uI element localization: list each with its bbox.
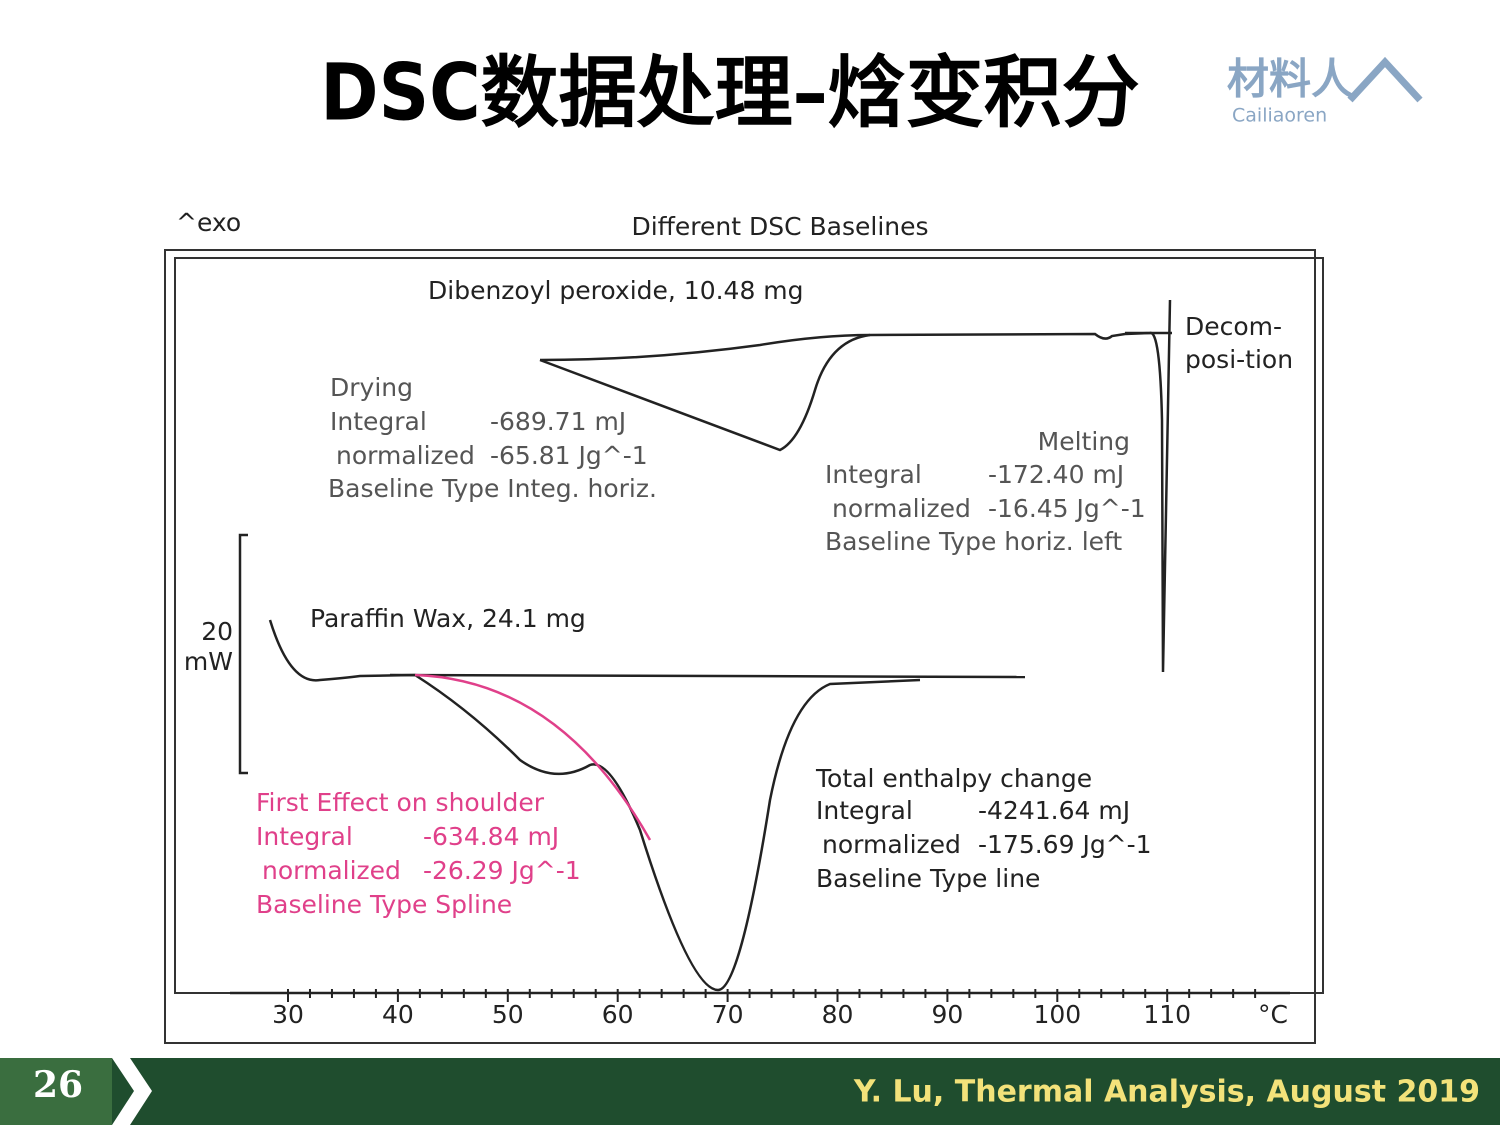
x-tick-label: 110 — [1143, 1000, 1191, 1029]
annotation: normalized — [336, 441, 475, 470]
x-tick-label: 50 — [492, 1000, 524, 1029]
peroxide-curve — [539, 299, 1172, 673]
logo-shape — [1347, 56, 1423, 103]
x-tick-label: 80 — [822, 1000, 854, 1029]
footer-text: Y. Lu, Thermal Analysis, August 2019 — [853, 1075, 1480, 1110]
x-axis: 30 40 50 60 70 80 90 100 110 — [272, 989, 1257, 1029]
page-box — [0, 1058, 112, 1125]
paraffin-baseline — [389, 673, 1026, 679]
paraffin-label: Paraffin Wax, 24.1 mg — [310, 604, 586, 633]
figure-frame — [164, 249, 1316, 1044]
logo-mark: 材料人 — [1227, 55, 1353, 104]
annotation: normalized — [822, 830, 961, 859]
annotation: normalized — [262, 856, 401, 885]
decomp-label: Decom- — [1185, 312, 1282, 341]
x-tick-label: 60 — [602, 1000, 634, 1029]
figure-title: Different DSC Baselines — [631, 212, 928, 241]
annotation: Baseline Type Integ. horiz. — [328, 474, 657, 503]
annotation: -16.45 Jg^-1 — [988, 494, 1146, 523]
x-tick-label: 40 — [382, 1000, 414, 1029]
annotation: -689.71 mJ — [490, 407, 626, 436]
scale-unit: mW — [184, 647, 233, 676]
scale-bar — [238, 533, 248, 775]
x-tick-label: 90 — [931, 1000, 963, 1029]
paraffin-curve — [268, 619, 921, 992]
annotation: Integral — [256, 822, 353, 851]
annotation: First Effect on shoulder — [256, 788, 545, 817]
annotation: -175.69 Jg^-1 — [978, 830, 1152, 859]
x-tick-label: 70 — [712, 1000, 744, 1029]
chevron — [112, 1058, 152, 1125]
annotation: -634.84 mJ — [423, 822, 559, 851]
slide-title: DSC数据处理–焓变积分 — [320, 48, 1139, 138]
annotation: Integral — [816, 796, 913, 825]
peroxide-label: Dibenzoyl peroxide, 10.48 mg — [428, 276, 804, 305]
annotation: Baseline Type horiz. left — [825, 527, 1122, 556]
footer-band — [0, 1058, 1500, 1125]
page-number: 26 — [33, 1064, 83, 1106]
spline-baseline — [414, 673, 652, 841]
axis-unit: °C — [1258, 1000, 1288, 1029]
curves — [230, 299, 1290, 995]
scale-label: 20 — [201, 617, 233, 646]
x-tick-label: 100 — [1033, 1000, 1081, 1029]
annotation: Baseline Type line — [816, 864, 1040, 893]
decomp-label: posi-tion — [1185, 345, 1293, 374]
annotation: Melting — [1038, 427, 1130, 456]
annotation: Drying — [330, 373, 413, 402]
annotation: -172.40 mJ — [988, 460, 1124, 489]
annotation: -4241.64 mJ — [978, 796, 1130, 825]
x-tick-label: 30 — [272, 1000, 304, 1029]
annotation: Integral — [825, 460, 922, 489]
annotation: Baseline Type Spline — [256, 890, 512, 919]
annotation: normalized — [832, 494, 971, 523]
annotation: Total enthalpy change — [815, 764, 1092, 793]
exo-label: ^exo — [176, 208, 241, 237]
logo-name: Cailiaoren — [1232, 105, 1327, 127]
annotation: -26.29 Jg^-1 — [423, 856, 581, 885]
annotation: -65.81 Jg^-1 — [490, 441, 648, 470]
annotation: Integral — [330, 407, 427, 436]
peroxide-melt-curve — [539, 333, 871, 452]
